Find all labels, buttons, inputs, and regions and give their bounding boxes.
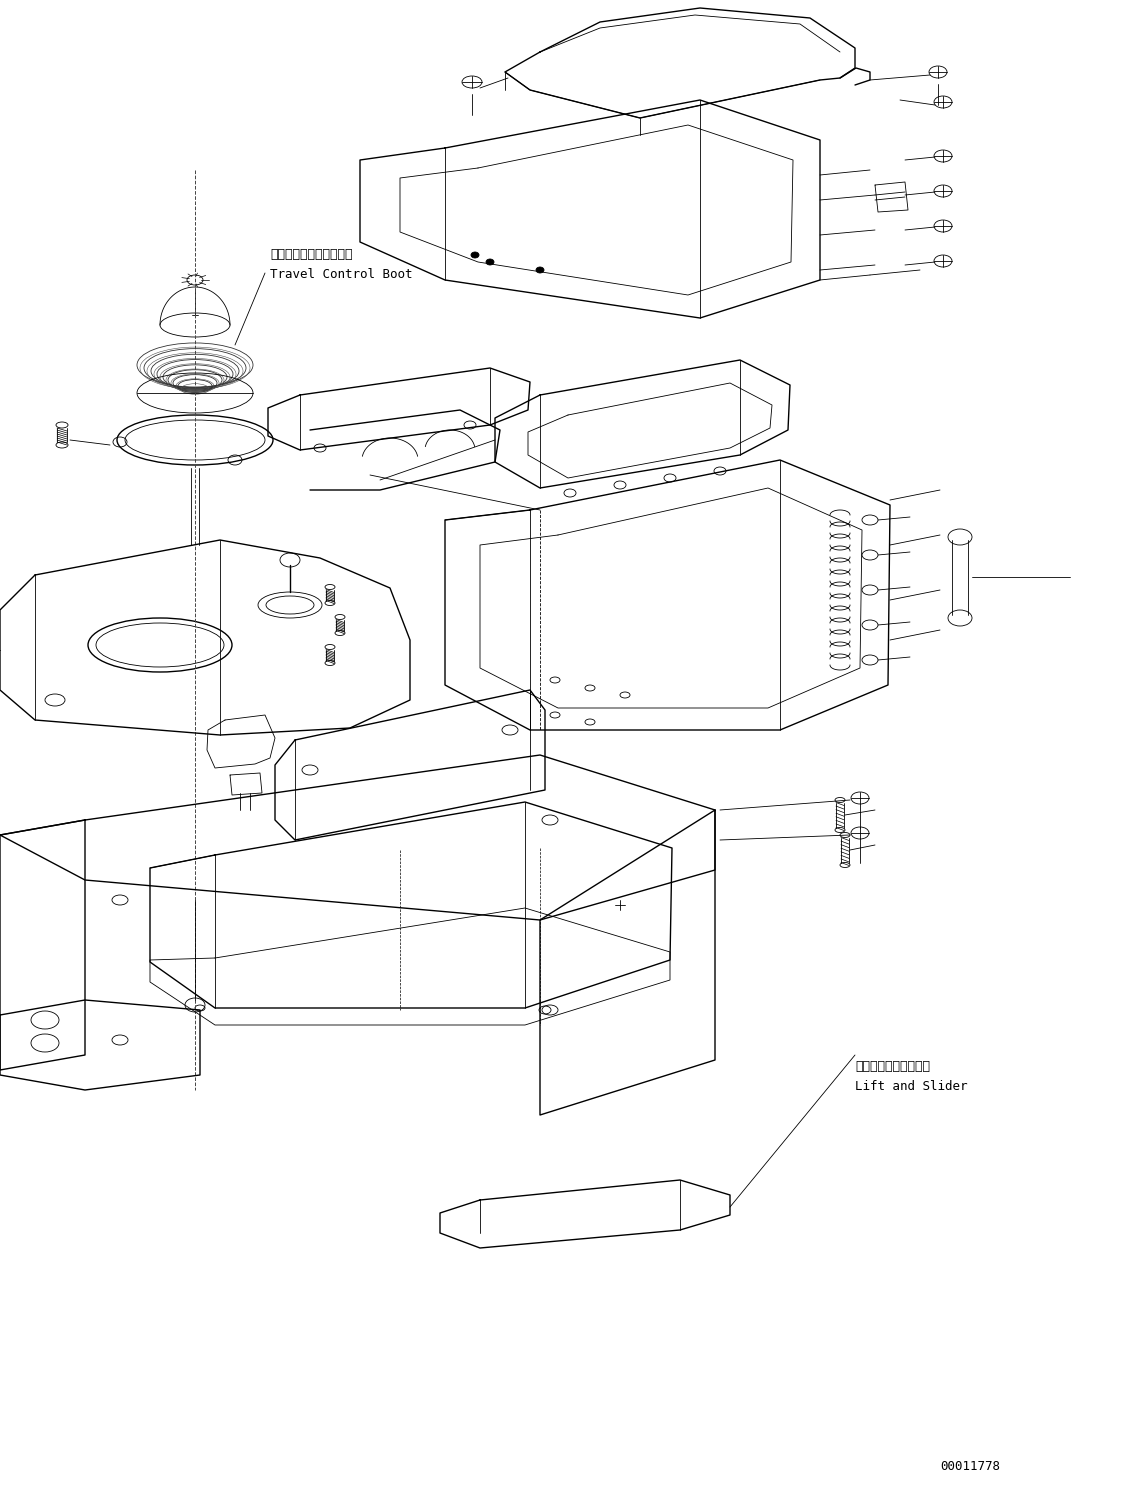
Text: 走行コントロールブート: 走行コントロールブート (269, 249, 352, 261)
Text: Lift and Slider: Lift and Slider (855, 1080, 968, 1093)
Ellipse shape (485, 259, 493, 265)
Text: 00011778: 00011778 (940, 1461, 1001, 1473)
Text: Travel Control Boot: Travel Control Boot (269, 268, 413, 281)
Ellipse shape (471, 252, 479, 258)
Text: リフトおよびスライダ: リフトおよびスライダ (855, 1060, 930, 1074)
Ellipse shape (536, 267, 543, 272)
